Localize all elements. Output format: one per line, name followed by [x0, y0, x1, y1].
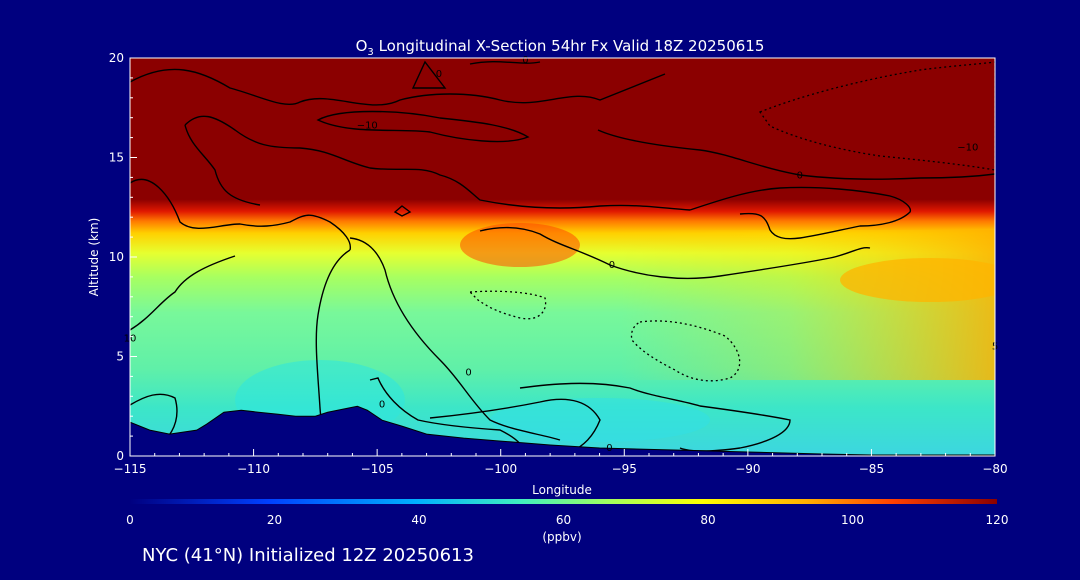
- x-tick-label: −100: [484, 462, 517, 476]
- contour-line: [130, 178, 352, 251]
- orange-high-region-east: [840, 258, 995, 302]
- y-tick-label: 15: [109, 151, 124, 165]
- contour-line: [184, 115, 691, 211]
- colorbar-tick-label: 0: [126, 513, 134, 527]
- x-tick-label: −85: [859, 462, 884, 476]
- contour-label: 0: [609, 260, 615, 271]
- title-prefix: O: [356, 37, 368, 55]
- y-tick-label: 5: [116, 350, 124, 364]
- contour-line: [130, 393, 178, 441]
- contour-label: 0: [465, 367, 471, 378]
- chart-title: O3 Longitudinal X-Section 54hr Fx Valid …: [356, 37, 765, 58]
- x-axis-label: Longitude: [532, 483, 592, 497]
- title-rest: Longitudinal X-Section 54hr Fx Valid 18Z…: [374, 37, 765, 55]
- ozone-field: [130, 58, 995, 456]
- colorbar-unit: (ppbv): [542, 530, 581, 544]
- colorbar: [130, 499, 997, 504]
- y-tick-label: 20: [109, 51, 124, 65]
- x-axis-ticks: −115 −110 −105 −100 −95 −90 −85 −80: [114, 449, 1008, 476]
- contour-label: 0: [379, 399, 385, 410]
- contour-line: [479, 226, 871, 280]
- contour-line: [393, 205, 412, 217]
- red-bulge-center: [460, 223, 580, 267]
- contour-label: −10: [357, 121, 378, 132]
- dashed-contour: [758, 61, 995, 171]
- contour-lines: [130, 60, 995, 456]
- contour-line: [130, 68, 666, 106]
- east-warm-region: [620, 230, 995, 380]
- contour-line: [130, 255, 236, 331]
- contour-line: [469, 61, 541, 65]
- negative-contours: [468, 61, 995, 382]
- colorbar-ticks: 0 20 40 60 80 100 120: [126, 513, 1008, 527]
- y-axis-label: Altitude (km): [87, 218, 101, 297]
- x-tick-label: −80: [982, 462, 1007, 476]
- y-tick-label: 10: [109, 250, 124, 264]
- contour-label: 0: [522, 55, 528, 66]
- contour-label: −10: [957, 143, 978, 154]
- contour-line: [689, 186, 912, 240]
- y-tick-label: 0: [116, 449, 124, 463]
- y-axis-ticks: 0 5 10 15 20: [109, 51, 137, 463]
- contour-label: 0: [797, 170, 803, 181]
- contour-line: [316, 110, 530, 143]
- contour-line: [597, 129, 995, 180]
- footer-initialized-text: NYC (41°N) Initialized 12Z 20250613: [142, 545, 474, 566]
- x-tick-label: −115: [114, 462, 147, 476]
- colorbar-tick-label: 40: [411, 513, 426, 527]
- title-subscript: 3: [367, 47, 373, 58]
- contour-label: 0: [436, 69, 442, 80]
- colorbar-tick-label: 100: [841, 513, 864, 527]
- colorbar-tick-label: 60: [556, 513, 571, 527]
- colorbar-tick-label: 20: [267, 513, 282, 527]
- x-tick-label: −90: [735, 462, 760, 476]
- colorbar-tick-label: 80: [700, 513, 715, 527]
- contour-line: [411, 60, 447, 89]
- x-tick-label: −105: [361, 462, 394, 476]
- colorbar-tick-label: 120: [986, 513, 1009, 527]
- contour-label: 0: [606, 443, 612, 454]
- x-tick-label: −110: [237, 462, 270, 476]
- x-tick-label: −95: [612, 462, 637, 476]
- contour-line: [184, 124, 261, 206]
- contour-line: [349, 237, 561, 441]
- dashed-contour: [468, 290, 547, 320]
- contour-line: [519, 382, 791, 452]
